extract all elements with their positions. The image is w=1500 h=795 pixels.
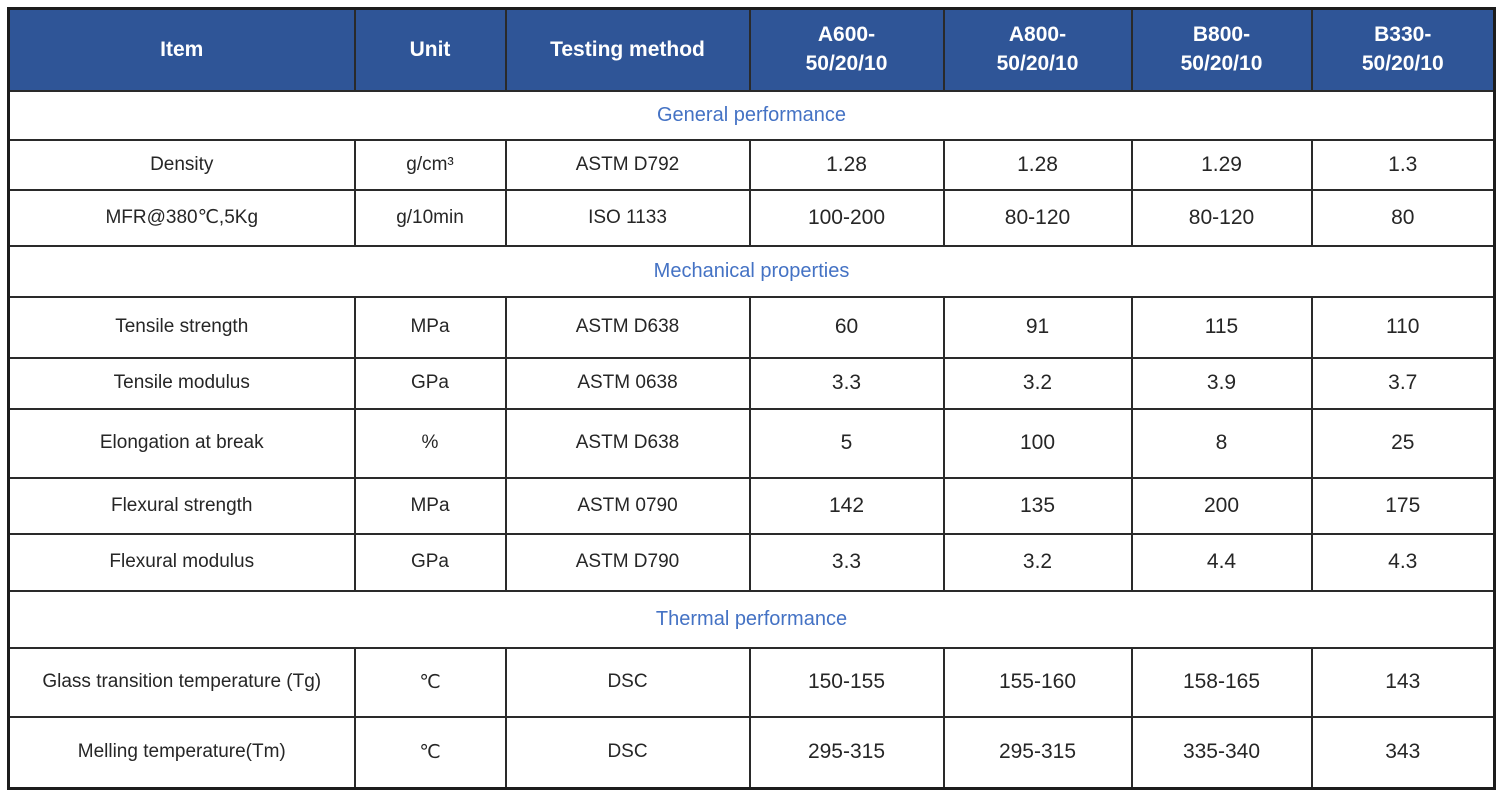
- cell-method: DSC: [504, 646, 751, 718]
- cell-item: Tensile strength: [7, 295, 356, 359]
- cell-value-b800: 4.4: [1130, 532, 1313, 592]
- table-row-melting-temperature: Melling temperature(Tm) ℃ DSC 295-315 29…: [7, 715, 1496, 790]
- material-spec-table: Item Unit Testing method A600- 50/20/10 …: [7, 7, 1496, 790]
- table-row-flexural-modulus: Flexural modulus GPa ASTM D790 3.3 3.2 4…: [7, 532, 1496, 592]
- column-header-a800: A800- 50/20/10: [942, 7, 1133, 92]
- cell-value-b330: 143: [1310, 646, 1496, 718]
- cell-method: ASTM D638: [504, 407, 751, 479]
- cell-unit: ℃: [353, 646, 507, 718]
- cell-value-a600: 142: [748, 476, 945, 535]
- cell-value-b330: 80: [1310, 188, 1496, 247]
- table-row-tensile-strength: Tensile strength MPa ASTM D638 60 91 115…: [7, 295, 1496, 359]
- section-row-thermal: Thermal performance: [7, 589, 1496, 649]
- section-row-mechanical: Mechanical properties: [7, 244, 1496, 298]
- cell-value-a800: 155-160: [942, 646, 1133, 718]
- cell-unit: g/cm³: [353, 138, 507, 191]
- table-row-tensile-modulus: Tensile modulus GPa ASTM 0638 3.3 3.2 3.…: [7, 356, 1496, 410]
- column-header-item: Item: [7, 7, 356, 92]
- cell-item: Elongation at break: [7, 407, 356, 479]
- cell-method: ASTM D638: [504, 295, 751, 359]
- cell-value-a800: 1.28: [942, 138, 1133, 191]
- cell-value-a600: 3.3: [748, 532, 945, 592]
- cell-value-a600: 295-315: [748, 715, 945, 790]
- cell-value-b330: 343: [1310, 715, 1496, 790]
- table-row-flexural-strength: Flexural strength MPa ASTM 0790 142 135 …: [7, 476, 1496, 535]
- section-row-general: General performance: [7, 89, 1496, 141]
- cell-unit: %: [353, 407, 507, 479]
- cell-method: ISO 1133: [504, 188, 751, 247]
- cell-value-a600: 1.28: [748, 138, 945, 191]
- cell-value-a800: 295-315: [942, 715, 1133, 790]
- cell-unit: GPa: [353, 532, 507, 592]
- cell-value-a800: 135: [942, 476, 1133, 535]
- section-title-general: General performance: [7, 89, 1496, 141]
- cell-value-b330: 175: [1310, 476, 1496, 535]
- cell-value-b330: 110: [1310, 295, 1496, 359]
- cell-unit: MPa: [353, 295, 507, 359]
- table-row-density: Density g/cm³ ASTM D792 1.28 1.28 1.29 1…: [7, 138, 1496, 191]
- cell-value-b800: 1.29: [1130, 138, 1313, 191]
- cell-value-b800: 80-120: [1130, 188, 1313, 247]
- cell-item: Glass transition temperature (Tg): [7, 646, 356, 718]
- cell-value-b330: 25: [1310, 407, 1496, 479]
- cell-value-b330: 1.3: [1310, 138, 1496, 191]
- cell-value-b330: 3.7: [1310, 356, 1496, 410]
- cell-method: ASTM D792: [504, 138, 751, 191]
- cell-item: Flexural modulus: [7, 532, 356, 592]
- cell-item: Tensile modulus: [7, 356, 356, 410]
- cell-value-a800: 3.2: [942, 356, 1133, 410]
- cell-value-a600: 100-200: [748, 188, 945, 247]
- cell-value-a800: 80-120: [942, 188, 1133, 247]
- table-row-elongation: Elongation at break % ASTM D638 5 100 8 …: [7, 407, 1496, 479]
- section-title-mechanical: Mechanical properties: [7, 244, 1496, 298]
- cell-item: Melling temperature(Tm): [7, 715, 356, 790]
- column-header-b800: B800- 50/20/10: [1130, 7, 1313, 92]
- cell-unit: GPa: [353, 356, 507, 410]
- cell-method: ASTM 0638: [504, 356, 751, 410]
- cell-value-a800: 100: [942, 407, 1133, 479]
- cell-value-a600: 3.3: [748, 356, 945, 410]
- cell-value-b800: 8: [1130, 407, 1313, 479]
- section-title-thermal: Thermal performance: [7, 589, 1496, 649]
- cell-unit: g/10min: [353, 188, 507, 247]
- cell-item: MFR@380℃,5Kg: [7, 188, 356, 247]
- cell-method: ASTM D790: [504, 532, 751, 592]
- cell-value-b800: 115: [1130, 295, 1313, 359]
- cell-value-a600: 60: [748, 295, 945, 359]
- cell-value-a600: 5: [748, 407, 945, 479]
- cell-unit: MPa: [353, 476, 507, 535]
- table-row-mfr: MFR@380℃,5Kg g/10min ISO 1133 100-200 80…: [7, 188, 1496, 247]
- cell-method: DSC: [504, 715, 751, 790]
- cell-value-a800: 91: [942, 295, 1133, 359]
- column-header-unit: Unit: [353, 7, 507, 92]
- table-row-glass-transition: Glass transition temperature (Tg) ℃ DSC …: [7, 646, 1496, 718]
- cell-item: Flexural strength: [7, 476, 356, 535]
- cell-value-b330: 4.3: [1310, 532, 1496, 592]
- column-header-a600: A600- 50/20/10: [748, 7, 945, 92]
- cell-method: ASTM 0790: [504, 476, 751, 535]
- cell-unit: ℃: [353, 715, 507, 790]
- column-header-method: Testing method: [504, 7, 751, 92]
- cell-value-b800: 3.9: [1130, 356, 1313, 410]
- table-header-row: Item Unit Testing method A600- 50/20/10 …: [7, 7, 1496, 92]
- column-header-b330: B330- 50/20/10: [1310, 7, 1496, 92]
- cell-value-b800: 335-340: [1130, 715, 1313, 790]
- cell-value-b800: 158-165: [1130, 646, 1313, 718]
- cell-value-a800: 3.2: [942, 532, 1133, 592]
- cell-item: Density: [7, 138, 356, 191]
- cell-value-a600: 150-155: [748, 646, 945, 718]
- cell-value-b800: 200: [1130, 476, 1313, 535]
